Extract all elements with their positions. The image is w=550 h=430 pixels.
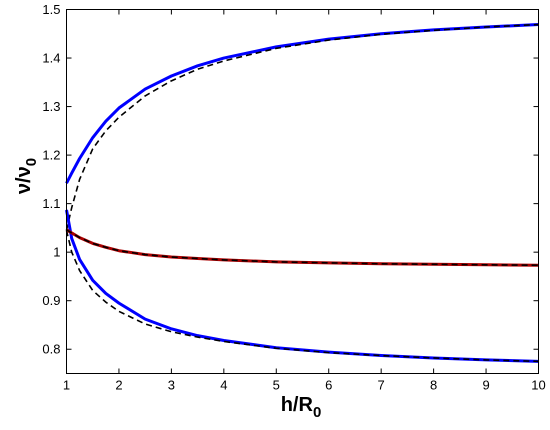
x-axis-title: h/R0 [281, 394, 322, 421]
y-tick-label: 1.5 [42, 2, 60, 17]
series-line-3 [65, 209, 539, 363]
x-tick-label: 5 [273, 378, 280, 393]
x-tick-label: 9 [482, 378, 489, 393]
series-line-5 [65, 228, 539, 267]
plot-area-frame [66, 9, 539, 374]
y-tick-label: 1.2 [42, 148, 60, 163]
y-tick-label: 0.9 [42, 293, 60, 308]
series-line-2 [65, 23, 539, 231]
x-tick-label: 3 [168, 378, 175, 393]
x-tick-label: 2 [115, 378, 122, 393]
x-axis-title-subscript: 0 [313, 404, 321, 421]
x-tick-label: 10 [531, 378, 545, 393]
y-axis-title: ν/ν0 [13, 158, 40, 194]
y-axis-title-subscript: 0 [23, 158, 40, 166]
x-tick-label: 8 [430, 378, 437, 393]
y-tick-label: 0.8 [42, 342, 60, 357]
x-tick-label: 6 [325, 378, 332, 393]
y-axis-title-main: ν/ν [13, 166, 35, 194]
x-tick-label: 4 [220, 378, 227, 393]
y-tick-label: 1.3 [42, 99, 60, 114]
series-line-4 [65, 230, 539, 363]
x-tick-label: 7 [378, 378, 385, 393]
y-tick-label: 1.4 [42, 51, 60, 66]
y-tick-label: 1 [53, 245, 60, 260]
x-axis-title-main: h/R [281, 394, 314, 416]
series-line-1 [65, 23, 539, 184]
series-layer [65, 23, 539, 363]
ticks-layer: 1 2 3 4 5 6 7 8 9 10 0.8 0.9 1 1.1 1.2 1.3 1.4 1.5 [42, 2, 545, 393]
series-line-6 [66, 229, 539, 267]
x-tick-label: 1 [63, 378, 70, 393]
y-tick-label: 1.1 [42, 196, 60, 211]
